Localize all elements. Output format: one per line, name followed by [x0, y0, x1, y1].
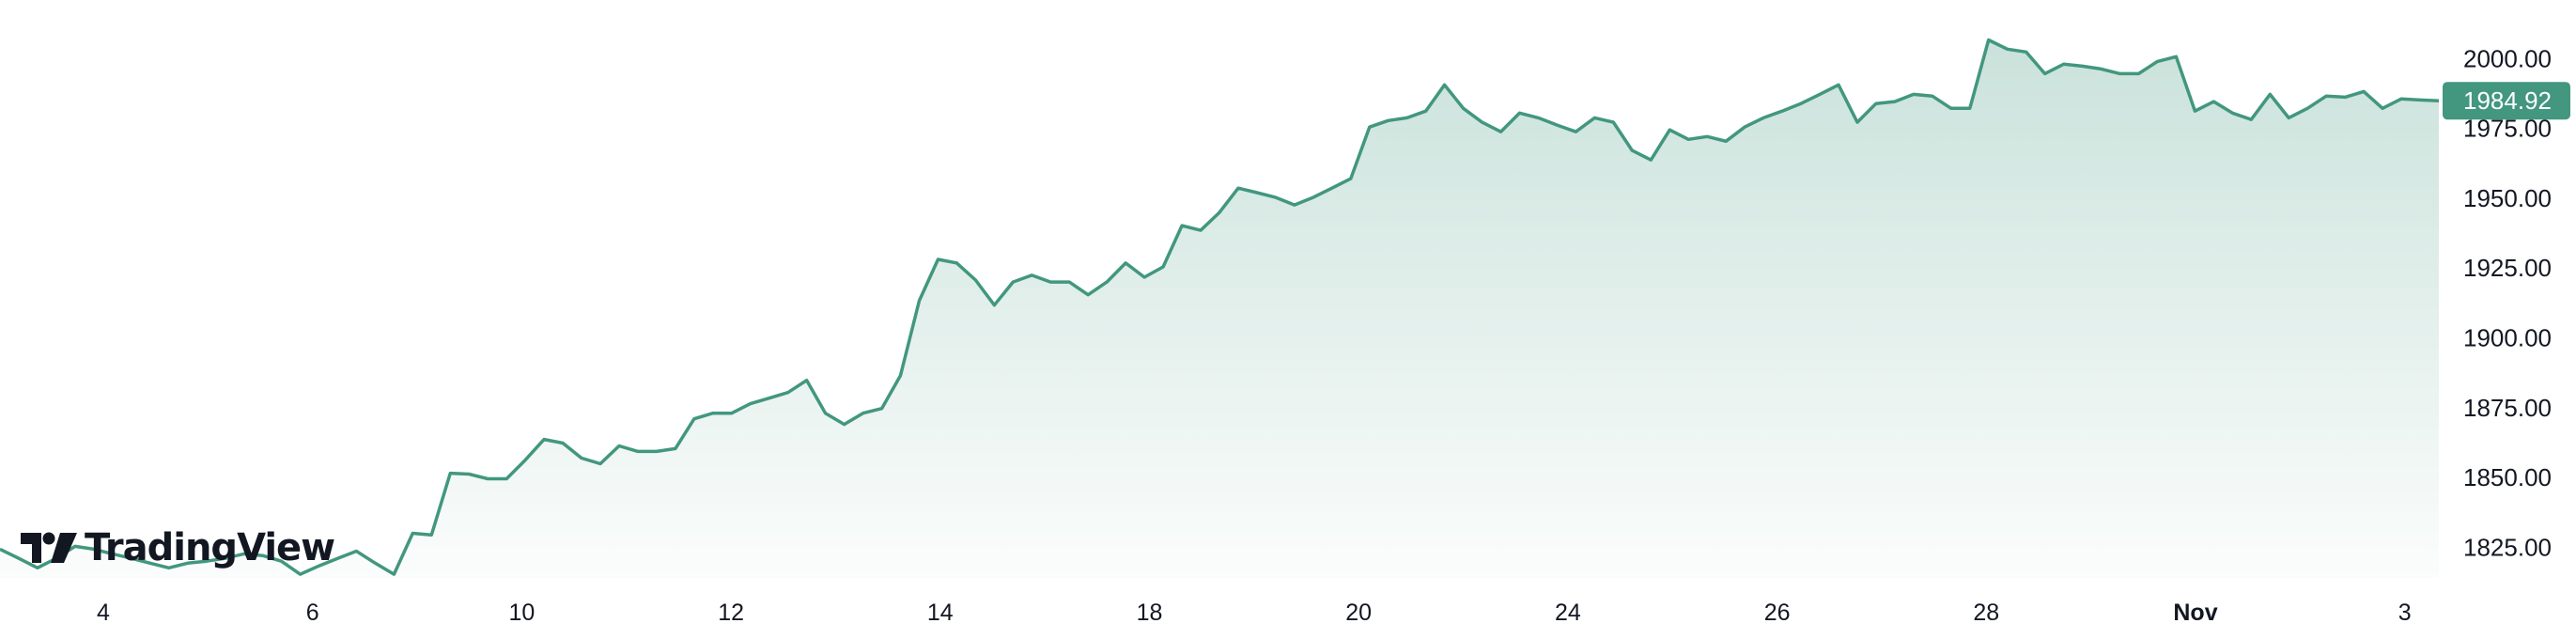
x-tick-label: 6: [306, 600, 319, 626]
price-line: [0, 38, 2440, 576]
x-tick-label: 26: [1764, 600, 1791, 626]
price-area-fill: [0, 39, 2439, 578]
x-tick-label: 24: [1555, 600, 1581, 626]
x-tick-label: 3: [2398, 600, 2412, 626]
x-tick-label: Nov: [2173, 600, 2217, 626]
x-tick-label: 10: [508, 600, 535, 626]
tradingview-logo-text: TradingView: [85, 526, 335, 569]
y-tick-label: 1850.00: [2463, 463, 2552, 491]
y-tick-label: 2000.00: [2463, 44, 2552, 72]
x-tick-label: 18: [1137, 600, 1163, 626]
x-tick-label: 14: [927, 600, 954, 626]
x-tick-label: 28: [1973, 600, 1999, 626]
last-price-badge: [2443, 82, 2570, 120]
y-tick-label: 1825.00: [2463, 533, 2552, 561]
plot-area: [0, 38, 2440, 578]
last-price-value: 1984.92: [2463, 86, 2552, 115]
y-tick-label: 1875.00: [2463, 394, 2552, 422]
x-tick-label: 20: [1345, 600, 1372, 626]
tradingview-logo[interactable]: TradingView: [21, 526, 335, 569]
y-tick-label: 1900.00: [2463, 323, 2552, 351]
time-axis[interactable]: 4 6 10 12 14 18 20 24 26 28 Nov 3: [97, 600, 2412, 626]
y-tick-label: 1925.00: [2463, 254, 2552, 282]
price-axis[interactable]: 2000.001975.001950.001925.001900.001875.…: [2463, 44, 2552, 561]
x-tick-label: 12: [718, 600, 744, 626]
y-tick-label: 1950.00: [2463, 184, 2552, 212]
tradingview-logo-icon: [21, 532, 77, 563]
x-tick-label: 4: [97, 600, 110, 626]
last-price-label: 1984.92: [2443, 82, 2570, 120]
